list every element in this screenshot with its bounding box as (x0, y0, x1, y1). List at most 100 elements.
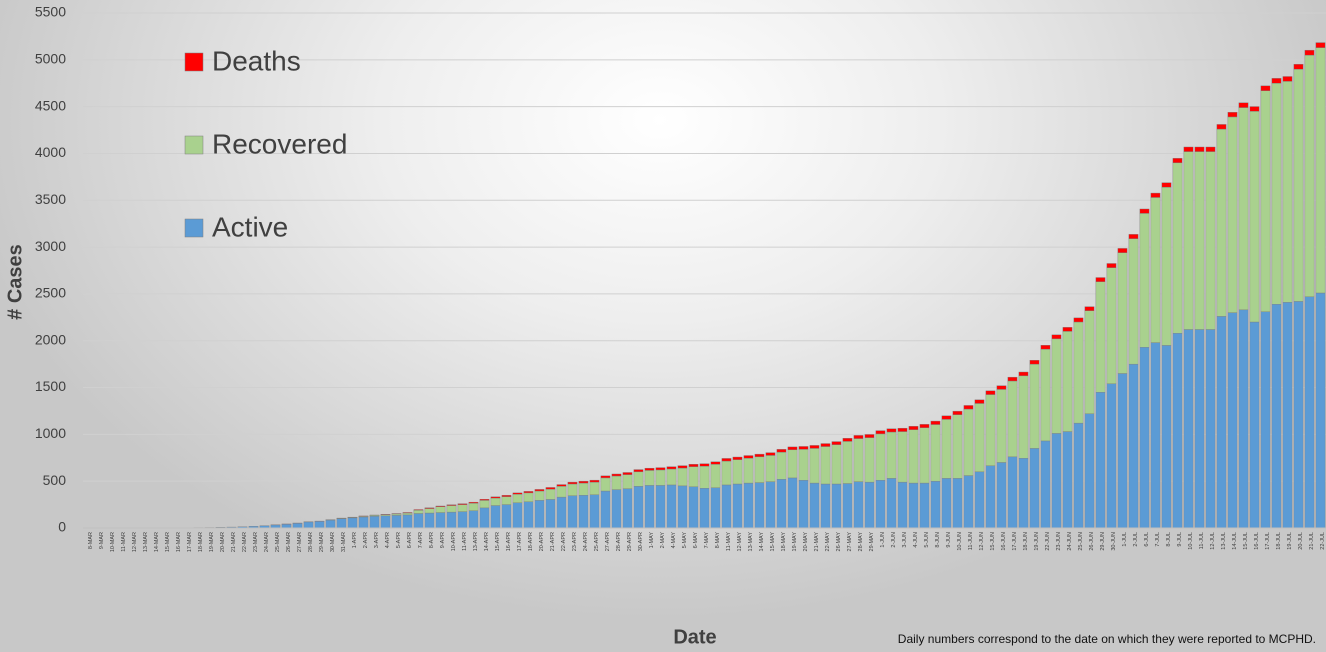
bar-segment (1139, 347, 1150, 529)
bar-segment (1315, 47, 1326, 294)
bar-segment (1293, 68, 1304, 302)
bar-segment (1062, 431, 1073, 529)
bar-segment (864, 437, 875, 483)
bar-segment (1106, 267, 1117, 385)
bar-segment (1095, 281, 1106, 393)
x-tick-label: 14-APR (484, 532, 490, 551)
bar-segment (479, 499, 490, 501)
bar-segment (1304, 54, 1315, 297)
bar-segment (908, 426, 919, 430)
y-tick-label: 5000 (35, 51, 66, 67)
bar-segment (600, 490, 611, 529)
bar-segment (787, 477, 798, 529)
bar-segment (523, 491, 534, 494)
bar-segment (1216, 316, 1227, 529)
bar-segment (391, 515, 402, 529)
bar-segment (820, 483, 831, 529)
bar-segment (985, 465, 996, 529)
bar-segment (1040, 440, 1051, 529)
bar-segment (369, 516, 380, 529)
bar-segment (413, 509, 424, 511)
footnote: Daily numbers correspond to the date on … (898, 632, 1316, 646)
bar-segment (776, 449, 787, 453)
x-tick-label: 5-JUN (924, 532, 930, 548)
bar-segment (853, 438, 864, 482)
bar-segment (1040, 348, 1051, 442)
bar-segment (424, 512, 435, 529)
legend-swatch (184, 218, 204, 238)
bar-segment (875, 430, 886, 435)
x-axis-title: Date (673, 626, 716, 648)
legend-swatch (184, 52, 204, 72)
legend-label: Active (212, 211, 288, 242)
bar-segment (710, 461, 721, 465)
x-tick-label: 15-MAR (165, 532, 171, 552)
bar-segment (545, 488, 556, 500)
x-tick-label: 19-MAR (209, 532, 215, 552)
bar-segment (754, 482, 765, 529)
bar-segment (765, 452, 776, 456)
x-tick-label: 5-APR (396, 532, 402, 548)
x-tick-label: 24-JUN (1067, 532, 1073, 551)
bar-segment (1128, 238, 1139, 365)
bar-segment (523, 492, 534, 502)
bar-segment (1183, 151, 1194, 330)
bar-segment (732, 459, 743, 485)
y-tick-label: 0 (58, 519, 66, 535)
x-tick-label: 5-MAY (682, 532, 688, 549)
x-tick-label: 9-JUN (946, 532, 952, 548)
bar-segment (688, 466, 699, 488)
bar-segment (1150, 192, 1161, 198)
bar-segment (1260, 90, 1271, 312)
bar-segment (996, 385, 1007, 390)
y-tick-label: 1500 (35, 378, 66, 394)
bar-segment (1106, 263, 1117, 268)
bar-segment (721, 458, 732, 462)
x-tick-label: 21-MAY (814, 532, 820, 552)
bar-segment (402, 512, 413, 514)
bar-segment (1304, 49, 1315, 56)
bar-segment (424, 507, 435, 509)
x-tick-label: 15-APR (495, 532, 501, 551)
bar-segment (897, 481, 908, 529)
x-tick-label: 21-MAR (231, 532, 237, 552)
bar-segment (1029, 360, 1040, 365)
bar-segment (930, 420, 941, 425)
bar-segment (842, 438, 853, 442)
bar-segment (435, 512, 446, 529)
bar-segment (534, 500, 545, 529)
bar-segment (974, 471, 985, 529)
x-tick-label: 10-JUL (1188, 532, 1194, 550)
x-tick-label: 2-JUL (1133, 532, 1139, 547)
bar-segment (358, 516, 369, 529)
bar-segment (688, 486, 699, 529)
bar-segment (589, 494, 600, 529)
bar-segment (699, 466, 710, 489)
x-tick-label: 7-JUL (1155, 532, 1161, 547)
x-tick-label: 13-MAR (143, 532, 149, 552)
x-tick-label: 28-APR (616, 532, 622, 551)
bar-segment (1084, 413, 1095, 529)
bar-segment (589, 481, 600, 495)
bar-segment (336, 518, 347, 529)
x-tick-label: 22-MAR (242, 532, 248, 552)
bar-segment (875, 480, 886, 529)
bar-segment (1194, 151, 1205, 330)
y-tick-label: 4000 (35, 144, 66, 160)
bar-segment (1172, 333, 1183, 529)
bar-segment (941, 478, 952, 529)
x-tick-label: 26-JUN (1089, 532, 1095, 551)
x-tick-label: 21-APR (550, 532, 556, 551)
bar-segment (699, 488, 710, 529)
bar-segment (325, 519, 336, 529)
bar-segment (666, 468, 677, 486)
bar-segment (391, 513, 402, 516)
bar-segment (314, 521, 325, 529)
bar-segment (1084, 310, 1095, 414)
bar-segment (765, 455, 776, 482)
x-tick-label: 17-APR (517, 532, 523, 551)
bar-segment (732, 483, 743, 529)
bar-segment (468, 502, 479, 511)
y-tick-label: 2000 (35, 331, 66, 347)
bar-segment (666, 484, 677, 529)
